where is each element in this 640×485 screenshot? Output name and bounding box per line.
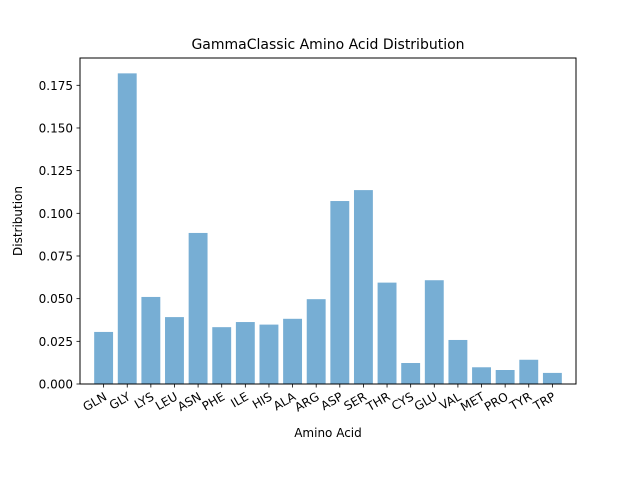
bar-phe (212, 327, 232, 384)
bar-his (259, 324, 279, 384)
y-tick-label: 0.125 (39, 164, 73, 178)
y-tick-label: 0.075 (39, 249, 73, 263)
bar-glu (424, 280, 444, 384)
bar-ile (235, 322, 255, 384)
bar-tyr (519, 359, 539, 384)
bar-leu (165, 317, 184, 384)
bar-pro (495, 370, 515, 384)
bar-arg (306, 299, 326, 384)
bar-cys (401, 363, 421, 384)
x-axis-label: Amino Acid (294, 426, 362, 440)
bar-trp (542, 372, 562, 384)
y-axis-label: Distribution (11, 186, 25, 256)
plot-frame (79, 57, 577, 385)
bar-thr (377, 282, 397, 384)
y-tick-label: 0.050 (39, 292, 73, 306)
bar-gln (94, 331, 114, 384)
y-tick-label: 0.000 (39, 378, 73, 392)
bar-ser (353, 190, 373, 384)
bar-ala (283, 318, 303, 384)
y-tick-label: 0.100 (39, 207, 73, 221)
y-tick-label: 0.025 (39, 335, 73, 349)
bar-val (448, 339, 468, 384)
bar-met (472, 367, 491, 384)
y-tick-label: 0.175 (39, 79, 73, 93)
y-tick-label: 0.150 (39, 121, 73, 135)
bar-gly (117, 73, 137, 384)
y-axis: 0.000 0.025 0.050 0.075 0.100 0.125 0.150 0.175 (39, 79, 80, 392)
bar-asn (188, 232, 208, 384)
chart-title: GammaClassic Amino Acid Distribution (191, 37, 464, 53)
bars-group (94, 73, 562, 384)
bar-lys (141, 296, 161, 384)
bar-asp (330, 201, 350, 384)
